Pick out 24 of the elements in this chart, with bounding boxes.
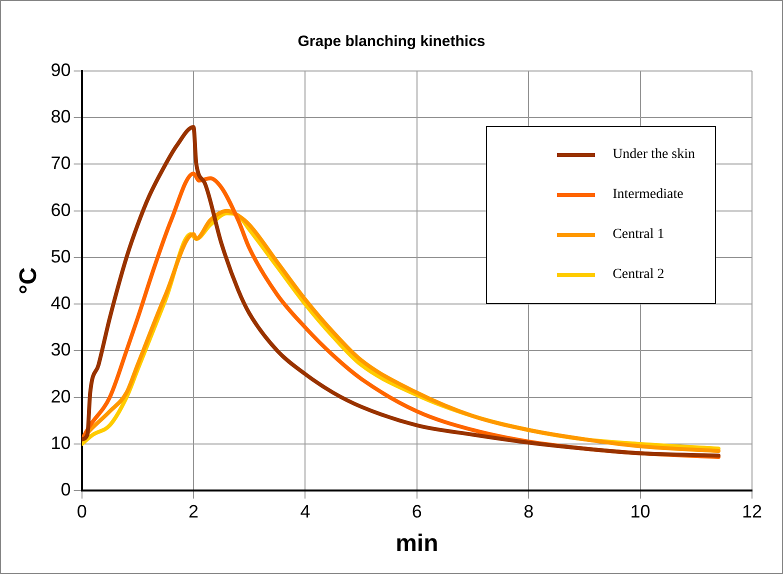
y-tick-label: 20 xyxy=(50,386,71,406)
y-tick-label: 90 xyxy=(50,60,71,80)
y-tick-label: 80 xyxy=(50,106,71,127)
x-tick-label: 10 xyxy=(630,501,650,522)
legend-label: Central 1 xyxy=(612,227,664,243)
x-tick-label: 8 xyxy=(524,501,534,522)
y-tick-label: 60 xyxy=(50,200,71,220)
y-tick-label: 50 xyxy=(50,246,71,266)
y-axis-title: °C xyxy=(15,267,42,294)
x-tick-label: 2 xyxy=(188,501,199,522)
legend-label: Central 2 xyxy=(612,267,664,283)
y-tick-label: 70 xyxy=(50,153,71,174)
x-tick-label: 12 xyxy=(742,501,762,522)
x-tick-label: 6 xyxy=(412,501,422,522)
legend-label: Intermediate xyxy=(612,187,684,203)
y-tick-label: 30 xyxy=(50,340,71,360)
legend-label: Under the skin xyxy=(612,147,695,163)
y-tick-label: 0 xyxy=(60,480,71,500)
x-tick-label: 4 xyxy=(300,501,310,522)
chart-title: Grape blanching kinethics xyxy=(296,33,486,50)
y-tick-label: 40 xyxy=(50,293,71,314)
x-tick-label: 0 xyxy=(76,501,87,522)
x-axis-title: min xyxy=(396,530,438,558)
y-tick-label: 10 xyxy=(50,432,71,453)
